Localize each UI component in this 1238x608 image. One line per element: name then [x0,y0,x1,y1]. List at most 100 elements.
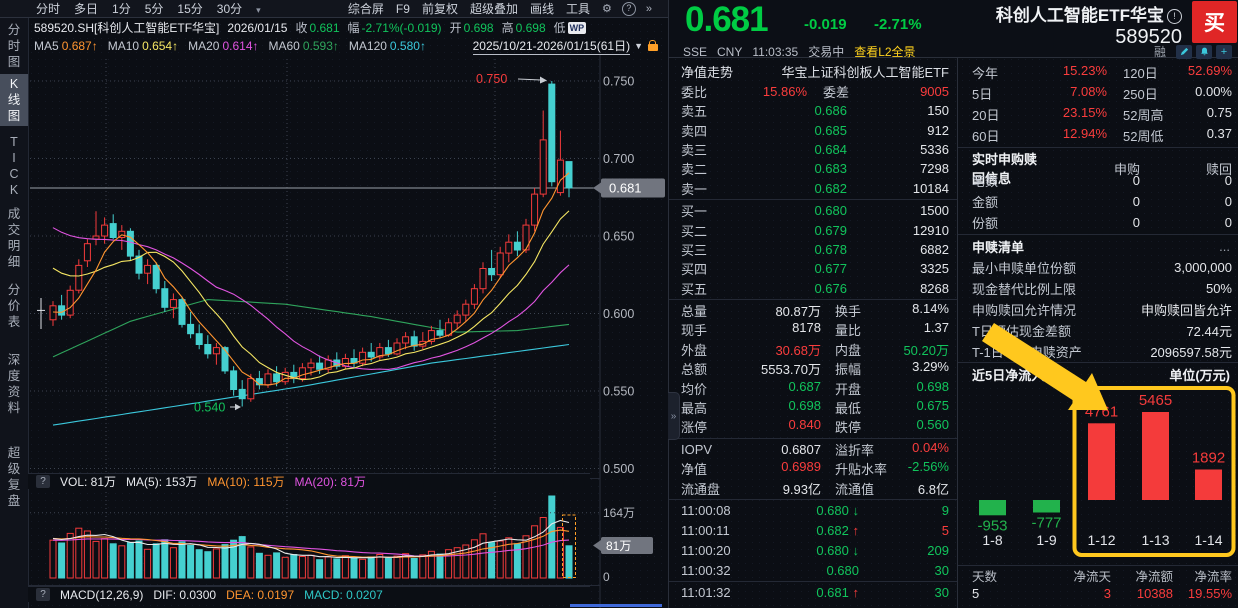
sidebar-item-1[interactable]: 分时图 [0,20,28,72]
toolbar-tool[interactable]: 综合屏 [347,2,384,16]
toolbar-tool[interactable]: 工具 [565,2,590,16]
sidebar-item-4[interactable]: 成交明细 [0,204,28,272]
fund-name-link[interactable]: 华宝上证科创板人工智能ETF [781,64,949,80]
toolbar-tool[interactable]: 画线 [529,2,554,16]
quote-stat-row: 最高 0.698 最低 0.675 [669,398,957,417]
edit-icon[interactable] [1176,44,1192,59]
field-value: -2.71%(-0.019) [361,20,442,35]
stat-label: 流通盘 [681,481,721,497]
period-tab[interactable]: 1分 [112,2,131,16]
sidebar-item-6[interactable]: 深度资料 [0,350,28,418]
l2-view-link[interactable]: 查看L2全景 [854,45,916,59]
ma-value: 0.687↑ [61,39,98,53]
period-tab[interactable]: 分时 [36,2,61,16]
tick-qty: 209 [927,542,949,558]
stat-pair: 250日 0.00% [1123,84,1232,103]
ask-row[interactable]: 卖五 0.686 150 [669,101,957,120]
sidebar-item-char: 料 [7,401,21,415]
stat-value: 52.69% [1187,63,1232,78]
kline-chart[interactable]: 0.750 0.700 0.650 0.600 0.550 0.500 164万 0 0.750… [28,55,668,608]
period-dropdown-icon[interactable]: ▾ [256,5,261,15]
toolbar-tools-group: 综合屏 F9 前复权 超级叠加 画线 工具 ⚙? » [348,0,668,17]
toolbar-tool[interactable]: 前复权 [421,2,458,16]
stat-label: 120日 [1123,66,1158,81]
svg-text:0.700: 0.700 [603,152,634,166]
range-dropdown-icon[interactable]: ▼ [634,41,643,51]
perf-row: 5日 7.08% 250日 0.00% [958,83,1238,104]
redeem-value: 0 [1224,173,1232,188]
level-qty: 7298 [920,161,949,177]
date-range-group: 2025/10/21-2026/01/15(61日) ▼ [472,37,668,55]
divider [669,437,957,439]
svg-text:0.600: 0.600 [603,307,634,321]
pcf-more-button[interactable]: ... [1219,239,1230,254]
stat-pair: 现手 8178 [681,320,821,339]
ask-row[interactable]: 卖二 0.683 7298 [669,159,957,178]
nav-trend-link[interactable]: 净值走势 [681,64,734,80]
toolbar-tool[interactable]: F9 [395,1,410,16]
stat-label: 总额 [681,362,708,378]
tick-price: 0.680 ↓ [816,503,859,519]
exchange-label: SSE [683,44,708,59]
toolbar-tool[interactable]: 超级叠加 [469,2,518,16]
macd-name: MACD(12,26,9) [60,587,144,602]
add-icon[interactable]: + [1216,44,1232,59]
period-tab[interactable]: 15分 [177,2,203,16]
info-icon[interactable]: ! [1167,9,1182,24]
volume-help-button[interactable]: ? [36,475,50,488]
ma-value: 0.654↑ [142,39,179,53]
sidebar-item-char: 交 [7,223,21,237]
stat-pair: 净值 0.6989 [681,459,821,478]
stat-pair: 52周低 0.37 [1123,126,1232,145]
quote-stat-row: 总量 80.87万 换手 8.14% [669,301,957,320]
ask-row[interactable]: 卖一 0.682 10184 [669,179,957,198]
ma-value: 0.614↑ [222,39,259,53]
buy-button[interactable]: 买 [1192,1,1237,43]
pcf-label: T日预估现金差额 [972,324,1071,339]
pcf-title: 申赎清单 [972,240,1025,255]
sidebar-item-5[interactable]: 分价表 [0,280,28,332]
panel-expander[interactable]: » [668,392,680,440]
sidebar-item-char: K [9,77,19,91]
redeem-value: 0 [1224,194,1232,209]
stat-label: 今年 [972,66,999,81]
bid-row[interactable]: 买一 0.680 1500 [669,201,957,220]
stat-label: 总量 [681,304,708,320]
gear-icon[interactable]: ⚙ [602,3,612,15]
stat-label: 内盘 [835,342,862,358]
tick-qty: 30 [934,562,949,578]
more-icon[interactable]: » [645,2,652,15]
realtime-rows: 笔数 0 0 金额 0 0 份额 0 0 [958,170,1238,233]
trade-date: 2026/01/15 [227,20,288,35]
sidebar-item-char: 明 [7,239,21,253]
sidebar-item-7[interactable]: 超级复盘 [0,443,28,511]
stat-label: 换手 [835,304,862,320]
sidebar-item-char: 成 [7,207,21,221]
bottom-splitter[interactable] [570,604,662,607]
period-tab[interactable]: 5分 [144,2,164,16]
field-label: 开 [449,21,462,35]
ask-row[interactable]: 卖三 0.684 5336 [669,140,957,159]
subscribe-value: 0 [1132,194,1140,209]
period-tab[interactable]: 多日 [74,2,99,16]
stat-value: 0.675 [916,398,949,414]
stat-value: 5553.70万 [761,362,821,378]
sidebar-item-char: 度 [7,369,21,383]
bid-row[interactable]: 买四 0.677 3325 [669,259,957,278]
bid-row[interactable]: 买三 0.678 6882 [669,240,957,259]
stat-value: 0.6807 [781,441,821,457]
help-icon[interactable]: ? [621,1,636,16]
level-qty: 3325 [920,261,949,277]
stat-pair: 52周高 0.75 [1123,105,1232,124]
bid-row[interactable]: 买五 0.676 8268 [669,279,957,298]
alert-bell-icon[interactable] [1196,44,1212,59]
bid-row[interactable]: 买二 0.679 12910 [669,220,957,239]
flow-summary-values: 5 3 10388 19.55% [958,584,1238,602]
period-tab[interactable]: 30分 [216,2,243,16]
macd-help-button[interactable]: ? [36,588,50,601]
ma-legend-item: MA20 0.614↑ [188,39,258,53]
ask-row[interactable]: 卖四 0.685 912 [669,120,957,139]
lock-icon[interactable] [648,40,658,51]
